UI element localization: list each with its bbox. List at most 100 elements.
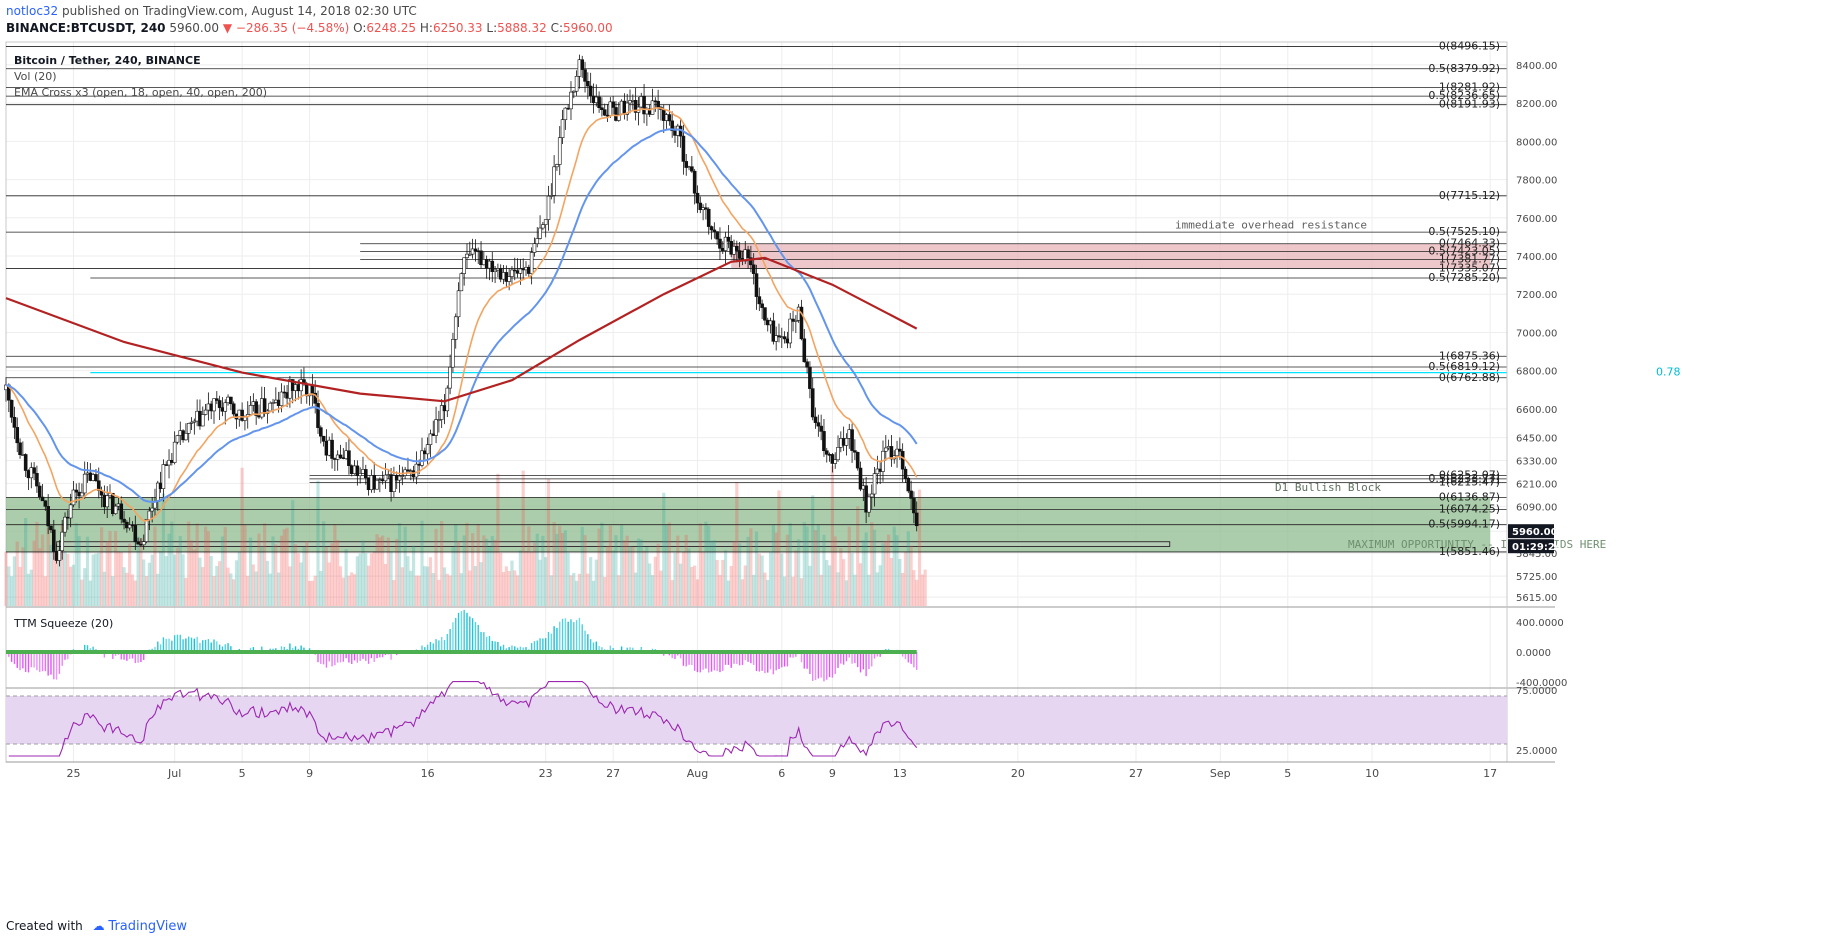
volume-bar xyxy=(532,542,537,606)
candle-body xyxy=(833,459,838,464)
volume-bar xyxy=(302,546,306,606)
volume-bar xyxy=(718,574,722,606)
candle-body xyxy=(715,231,719,240)
volume-bar xyxy=(830,465,834,606)
footer: Created with ☁ TradingView xyxy=(6,919,187,934)
volume-bar xyxy=(262,523,267,606)
level-label: 1(6074.25) xyxy=(1439,502,1500,515)
candle-body xyxy=(119,503,124,520)
volume-bar xyxy=(431,572,435,606)
volume-bar xyxy=(639,539,643,606)
level-label: 1(6215.47) xyxy=(1439,475,1500,488)
candle-body xyxy=(602,109,607,116)
volume-bar xyxy=(158,551,163,606)
volume-bar xyxy=(206,531,210,606)
volume-bar xyxy=(732,541,736,606)
price-axis[interactable]: 8400.00 8200.00 8000.00 7800.00 7600.00 7400.… xyxy=(1506,42,1562,762)
volume-bar xyxy=(170,521,174,606)
volume-bar xyxy=(575,580,579,606)
candle-body xyxy=(313,392,317,404)
level-label: 0.5(8236.65) xyxy=(1428,89,1500,102)
volume-bar xyxy=(195,523,199,606)
candle-body xyxy=(535,238,540,244)
volume-bar xyxy=(912,570,916,606)
volume-bar xyxy=(265,560,270,606)
volume-bar xyxy=(164,556,168,606)
volume-bar xyxy=(709,540,714,606)
volume-bar xyxy=(440,521,444,606)
volume-bar xyxy=(144,576,149,606)
candles xyxy=(4,54,919,567)
candle-body xyxy=(80,492,84,497)
candle-body xyxy=(569,91,573,110)
candle-body xyxy=(40,496,45,502)
candle-body xyxy=(822,431,826,452)
volume-bar xyxy=(234,560,239,606)
volume-bar xyxy=(625,535,629,606)
volume-bar xyxy=(426,566,430,606)
volume-bar xyxy=(853,574,857,606)
low-value: 5888.32 xyxy=(497,21,547,35)
squeeze-tick-label: 400.0000 xyxy=(1516,618,1564,629)
volume-bar xyxy=(80,579,84,606)
volume-bar xyxy=(650,575,655,606)
candle-body xyxy=(453,316,458,340)
volume-bar xyxy=(173,554,177,606)
volume-bar xyxy=(215,565,219,606)
volume-bar xyxy=(254,571,258,606)
price-chart[interactable]: immediate overhead resistance D1 Bullish … xyxy=(0,0,1828,910)
time-tick-label: 9 xyxy=(829,767,836,780)
volume-bar xyxy=(712,540,716,606)
volume-bar xyxy=(10,576,14,606)
volume-bar xyxy=(842,559,846,606)
volume-bar xyxy=(485,538,489,606)
volume-bar xyxy=(102,571,106,606)
volume-bar xyxy=(364,553,368,606)
volume-bar xyxy=(496,473,500,606)
candle-body xyxy=(692,170,697,194)
volume-bar xyxy=(768,552,773,606)
volume-bar xyxy=(257,533,261,606)
volume-bar xyxy=(546,478,551,606)
close-value: 5960.00 xyxy=(563,21,613,35)
candle-body xyxy=(549,195,554,197)
volume-bar xyxy=(743,565,747,606)
volume-bar xyxy=(541,535,545,606)
volume-bar xyxy=(226,567,230,606)
candle-body xyxy=(802,338,807,363)
candle-body xyxy=(625,102,630,115)
rsi-tick-label: 75.0000 xyxy=(1516,686,1557,697)
volume-bar xyxy=(777,490,781,606)
volume-bar xyxy=(670,580,674,606)
candle-body xyxy=(777,335,781,338)
volume-bar xyxy=(423,566,427,606)
price-tick-label: 7000.00 xyxy=(1516,328,1557,339)
volume-bar xyxy=(136,536,140,606)
candle-body xyxy=(754,273,759,297)
volume-bar xyxy=(819,574,823,606)
candle-body xyxy=(60,531,65,551)
ema-lines xyxy=(5,107,918,522)
volume-bar xyxy=(653,556,657,606)
volume-bar xyxy=(805,526,809,606)
volume-bar xyxy=(754,531,759,606)
volume-bar xyxy=(187,521,191,606)
horizontal-levels: 0(8496.15) 0.5(8379.92) 1(8281.92)0.5(8236… xyxy=(6,40,1681,558)
candle-body xyxy=(760,303,764,308)
volume-bar xyxy=(507,570,511,606)
volume-bar xyxy=(766,579,770,606)
volume-bar xyxy=(282,529,286,606)
volume-bar xyxy=(729,566,733,606)
volume-bar xyxy=(589,557,593,606)
volume-bar xyxy=(26,573,31,606)
tradingview-brand[interactable]: TradingView xyxy=(108,919,187,934)
volume-bar xyxy=(156,573,160,606)
volume-bar xyxy=(240,467,244,606)
author-link[interactable]: notloc32 xyxy=(6,4,59,18)
volume-bar xyxy=(108,531,112,606)
volume-bar xyxy=(248,537,253,606)
candle-body xyxy=(830,454,835,464)
time-axis[interactable]: 25 Jul 5 9 16 23 27 Aug 6 9 13 20 27 Sep 5 10 17 xyxy=(6,761,1555,780)
down-arrow-icon: ▼ xyxy=(222,21,233,35)
volume-bar xyxy=(856,506,860,606)
